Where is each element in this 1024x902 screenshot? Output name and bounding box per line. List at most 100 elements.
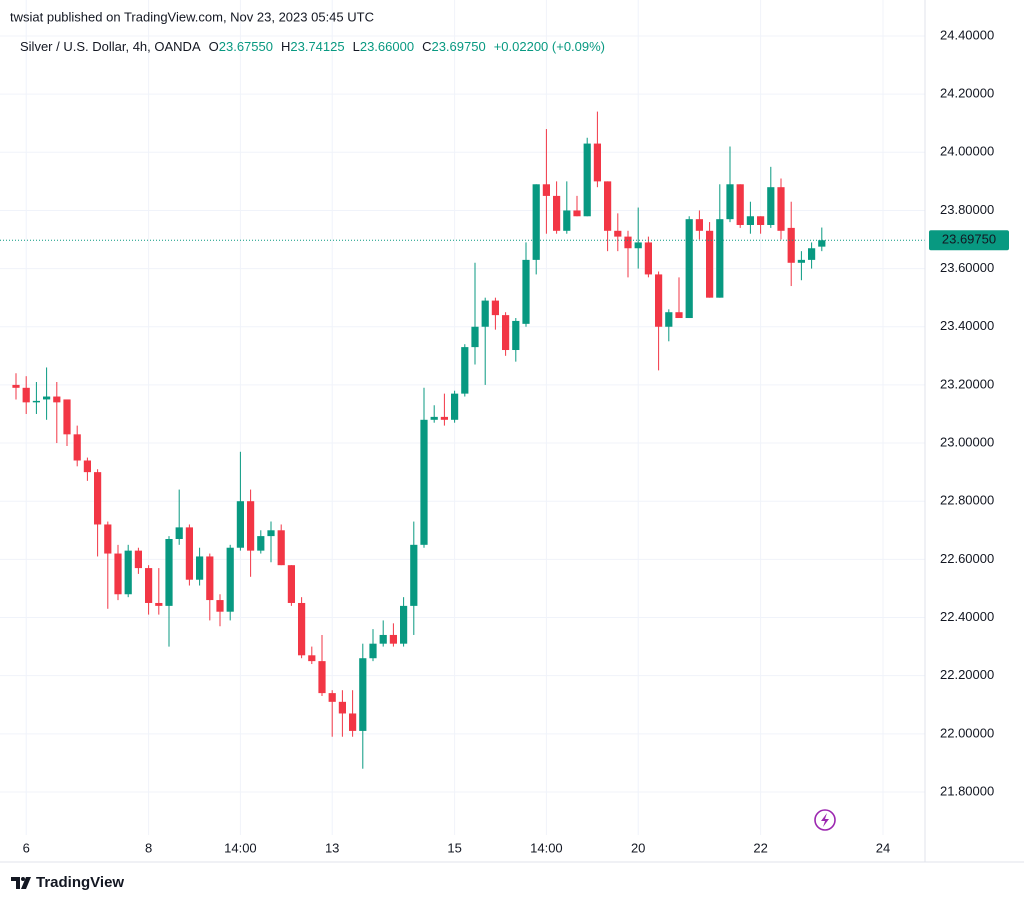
candle-body <box>736 184 744 225</box>
candle-body <box>196 556 204 580</box>
candle-body <box>420 419 428 545</box>
y-tick-label: 23.60000 <box>940 260 994 275</box>
candle-body <box>389 634 397 644</box>
y-tick-label: 24.20000 <box>940 86 994 101</box>
candle-body <box>695 219 703 231</box>
candle-body <box>257 536 265 551</box>
candle-body <box>349 713 357 731</box>
candle-body <box>22 387 30 403</box>
candle-body <box>440 416 448 420</box>
candle-body <box>461 347 469 394</box>
candle-body <box>614 230 622 237</box>
change: +0.02200 (+0.09%) <box>494 39 605 54</box>
x-tick-label: 14:00 <box>530 840 563 855</box>
candle-body <box>267 530 275 537</box>
candle-body <box>777 187 785 231</box>
candle-body <box>206 556 214 601</box>
candle-body <box>155 602 163 606</box>
candle-body <box>400 605 408 644</box>
candle-body <box>94 472 102 525</box>
candle-body <box>247 501 255 551</box>
candle-body <box>277 530 285 566</box>
candle-body <box>797 259 805 263</box>
candle-body <box>512 320 520 351</box>
x-tick-label: 14:00 <box>224 840 257 855</box>
ohlc-value: 23.69750 <box>431 39 485 54</box>
y-tick-label: 24.00000 <box>940 144 994 159</box>
x-tick-label: 24 <box>876 840 890 855</box>
candle-body <box>216 600 224 612</box>
y-tick-label: 22.40000 <box>940 609 994 624</box>
candle-body <box>563 210 571 231</box>
candle-body <box>685 219 693 319</box>
y-tick-label: 23.40000 <box>940 318 994 333</box>
candle-body <box>624 236 632 249</box>
candle-body <box>542 184 550 196</box>
y-tick-label: 23.80000 <box>940 202 994 217</box>
candle-body <box>43 396 51 400</box>
candle-body <box>12 384 20 388</box>
x-tick-label: 8 <box>145 840 152 855</box>
candle-body <box>104 524 112 554</box>
candle-body <box>655 274 663 327</box>
x-tick-label: 13 <box>325 840 339 855</box>
candle-body <box>634 242 642 249</box>
candle-body <box>726 184 734 220</box>
y-tick-label: 23.00000 <box>940 434 994 449</box>
candle-body <box>114 553 122 595</box>
candle-body <box>808 248 816 260</box>
candle-body <box>175 527 183 540</box>
candle-body <box>287 565 295 603</box>
candle-body <box>236 501 244 548</box>
candle-body <box>767 187 775 225</box>
tradingview-logo <box>11 877 31 889</box>
candle-body <box>73 434 81 461</box>
candle-body <box>706 230 714 298</box>
candle-body <box>430 416 438 420</box>
y-tick-label: 21.80000 <box>940 783 994 798</box>
candle-body <box>644 242 652 275</box>
candle-body <box>604 181 612 231</box>
x-tick-label: 20 <box>631 840 645 855</box>
ohlc-key: H <box>281 39 290 54</box>
candle-body <box>818 240 826 247</box>
candle-body <box>491 300 499 316</box>
symbol: Silver / U.S. Dollar, 4h, OANDA <box>20 39 201 54</box>
candle-body <box>787 227 795 263</box>
legend-header: Silver / U.S. Dollar, 4h, OANDA O23.67550… <box>20 39 605 54</box>
footer-brand: TradingView <box>36 874 124 891</box>
ohlc-value: 23.66000 <box>360 39 414 54</box>
y-tick-label: 22.00000 <box>940 725 994 740</box>
candle-body <box>165 539 173 606</box>
candle-body <box>593 143 601 182</box>
y-tick-label: 22.60000 <box>940 551 994 566</box>
x-tick-label: 15 <box>447 840 461 855</box>
ohlc-key: O <box>209 39 219 54</box>
candle-body <box>124 550 132 595</box>
candle-body <box>145 568 153 603</box>
candle-body <box>359 658 367 731</box>
lightning-icon <box>814 809 836 831</box>
candle-body <box>318 661 326 694</box>
x-tick-label: 22 <box>753 840 767 855</box>
y-tick-label: 24.40000 <box>940 27 994 42</box>
candle-body <box>675 312 683 319</box>
x-tick-label: 6 <box>23 840 30 855</box>
y-tick-label: 22.80000 <box>940 493 994 508</box>
candle-body <box>328 693 336 702</box>
candle-body <box>410 544 418 606</box>
candle-body <box>32 400 40 403</box>
candle-body <box>746 216 754 225</box>
y-tick-label: 22.20000 <box>940 667 994 682</box>
candle-body <box>583 143 591 217</box>
candle-body <box>379 634 387 644</box>
last-price-label: 23.69750 <box>942 232 996 247</box>
candle-body <box>338 701 346 714</box>
candle-body <box>481 300 489 327</box>
published-note: twsiat published on TradingView.com, Nov… <box>10 9 374 24</box>
candle-body <box>369 643 377 659</box>
candle-body <box>63 399 71 435</box>
ohlc-value: 23.67550 <box>219 39 273 54</box>
